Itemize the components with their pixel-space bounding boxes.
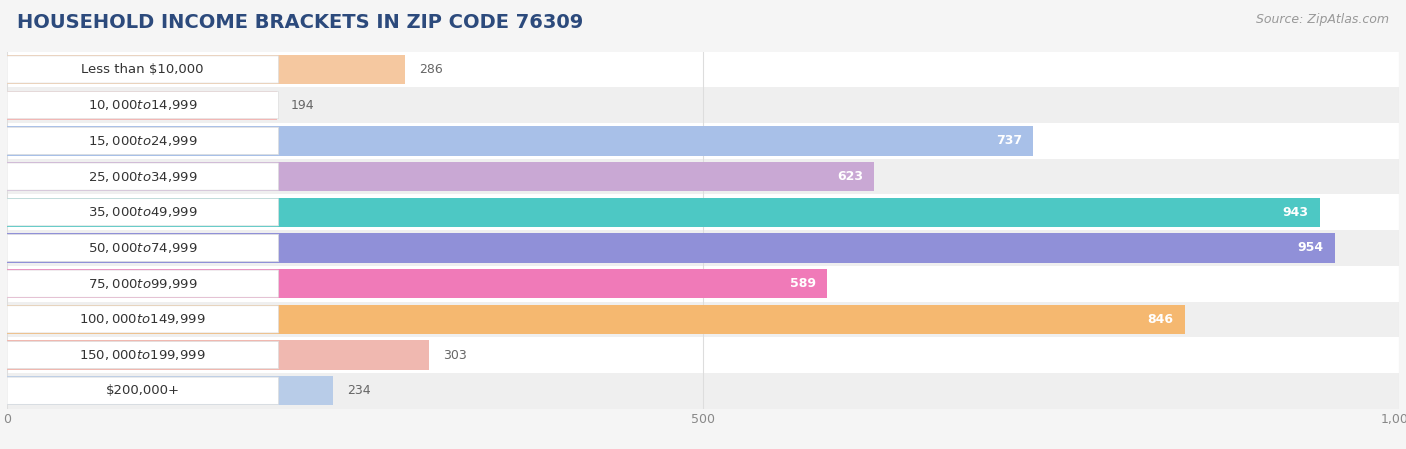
FancyBboxPatch shape <box>7 198 278 226</box>
Bar <box>7 337 1399 373</box>
FancyBboxPatch shape <box>7 377 278 405</box>
Bar <box>7 198 1320 227</box>
Bar <box>7 88 1399 123</box>
FancyBboxPatch shape <box>7 163 278 190</box>
Bar <box>7 373 1399 409</box>
Bar <box>7 302 1399 337</box>
Bar <box>7 269 827 298</box>
Text: Less than $10,000: Less than $10,000 <box>82 63 204 76</box>
Text: $200,000+: $200,000+ <box>105 384 180 397</box>
Text: $15,000 to $24,999: $15,000 to $24,999 <box>89 134 198 148</box>
FancyBboxPatch shape <box>7 341 278 369</box>
Text: $75,000 to $99,999: $75,000 to $99,999 <box>89 277 198 291</box>
Bar <box>7 162 875 191</box>
FancyBboxPatch shape <box>7 234 278 262</box>
Bar <box>7 123 1399 159</box>
Text: 943: 943 <box>1282 206 1309 219</box>
FancyBboxPatch shape <box>7 92 278 119</box>
Text: Source: ZipAtlas.com: Source: ZipAtlas.com <box>1256 13 1389 26</box>
Bar <box>7 340 429 370</box>
Text: HOUSEHOLD INCOME BRACKETS IN ZIP CODE 76309: HOUSEHOLD INCOME BRACKETS IN ZIP CODE 76… <box>17 13 583 32</box>
Text: 303: 303 <box>443 348 467 361</box>
Bar <box>7 52 1399 87</box>
FancyBboxPatch shape <box>7 270 278 297</box>
FancyBboxPatch shape <box>7 306 278 333</box>
Text: $50,000 to $74,999: $50,000 to $74,999 <box>89 241 198 255</box>
Bar <box>7 230 1399 266</box>
Bar <box>7 266 1399 302</box>
Text: 234: 234 <box>347 384 370 397</box>
Bar <box>7 194 1399 230</box>
FancyBboxPatch shape <box>7 56 278 83</box>
Text: 737: 737 <box>995 134 1022 147</box>
Text: $35,000 to $49,999: $35,000 to $49,999 <box>89 205 198 219</box>
FancyBboxPatch shape <box>7 127 278 154</box>
Bar <box>7 126 1033 155</box>
Bar <box>7 91 277 120</box>
Text: $150,000 to $199,999: $150,000 to $199,999 <box>80 348 207 362</box>
Text: 286: 286 <box>419 63 443 76</box>
Text: 954: 954 <box>1298 242 1324 255</box>
Bar <box>7 305 1185 334</box>
Bar <box>7 233 1334 263</box>
Text: $100,000 to $149,999: $100,000 to $149,999 <box>80 313 207 326</box>
Text: $25,000 to $34,999: $25,000 to $34,999 <box>89 170 198 184</box>
Bar <box>7 159 1399 194</box>
Bar <box>7 376 333 405</box>
Text: 623: 623 <box>837 170 863 183</box>
Text: 589: 589 <box>790 277 815 290</box>
Text: 846: 846 <box>1147 313 1174 326</box>
Bar <box>7 55 405 84</box>
Text: $10,000 to $14,999: $10,000 to $14,999 <box>89 98 198 112</box>
Text: 194: 194 <box>291 99 315 112</box>
